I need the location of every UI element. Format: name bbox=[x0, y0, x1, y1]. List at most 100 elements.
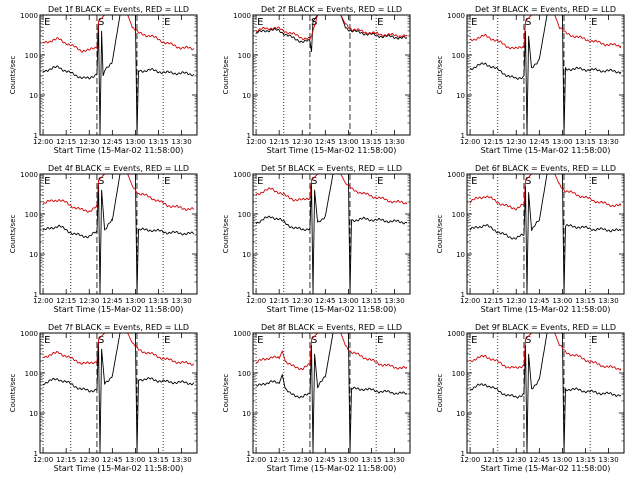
x-axis-label: Start Time (15-Mar-02 11:58:00) bbox=[267, 464, 397, 473]
y-tick-label: 1000 bbox=[447, 330, 465, 338]
x-tick-label: 12:15 bbox=[56, 138, 76, 146]
x-tick-label: 12:45 bbox=[529, 456, 549, 464]
chart-title: Det 5f BLACK = Events, RED = LLD bbox=[261, 164, 402, 173]
x-axis-label: Start Time (15-Mar-02 11:58:00) bbox=[267, 146, 397, 155]
chart-panel-5: Det 5f BLACK = Events, RED = LLD 1 10 100 10… bbox=[222, 164, 411, 314]
y-tick-label: 100 bbox=[25, 52, 38, 60]
y-tick-label: 1000 bbox=[20, 171, 38, 179]
event-marker-label: E bbox=[377, 176, 383, 187]
series-line-events bbox=[255, 15, 408, 52]
y-tick-label: 100 bbox=[238, 52, 251, 60]
x-tick-label: 12:30 bbox=[292, 297, 312, 305]
x-tick-label: 12:45 bbox=[315, 456, 335, 464]
y-axis-label: Counts/sec bbox=[9, 374, 17, 413]
x-axis-label: Start Time (15-Mar-02 11:58:00) bbox=[267, 305, 397, 314]
x-tick-label: 12:30 bbox=[79, 138, 99, 146]
event-marker-label: S bbox=[525, 176, 531, 187]
x-tick-label: 13:15 bbox=[148, 138, 168, 146]
y-tick-label: 1 bbox=[461, 132, 465, 140]
chart-title: Det 1f BLACK = Events, RED = LLD bbox=[48, 5, 189, 14]
y-axis-label: Counts/sec bbox=[222, 374, 230, 413]
series-line-events bbox=[42, 15, 195, 135]
y-tick-label: 1 bbox=[247, 450, 251, 458]
x-tick-label: 12:45 bbox=[529, 138, 549, 146]
x-tick-label: 13:00 bbox=[338, 138, 358, 146]
x-tick-label: 12:15 bbox=[56, 297, 76, 305]
event-marker-label: E bbox=[164, 17, 170, 28]
x-tick-label: 13:15 bbox=[575, 456, 595, 464]
event-marker-label: S bbox=[525, 17, 531, 28]
event-marker-label: E bbox=[377, 335, 383, 346]
x-tick-label: 13:15 bbox=[148, 297, 168, 305]
series-line-events bbox=[255, 333, 408, 453]
x-tick-label: 12:45 bbox=[315, 297, 335, 305]
series-line-lld bbox=[42, 333, 195, 366]
chart-panel-7: Det 7f BLACK = Events, RED = LLD 1 10 100 10… bbox=[9, 323, 198, 473]
y-axis-label: Counts/sec bbox=[222, 56, 230, 95]
y-tick-label: 1000 bbox=[20, 330, 38, 338]
x-tick-label: 13:15 bbox=[148, 456, 168, 464]
series-line-lld bbox=[255, 333, 408, 371]
x-tick-label: 12:45 bbox=[102, 456, 122, 464]
event-marker-label: E bbox=[591, 17, 597, 28]
y-axis-label: Counts/sec bbox=[436, 374, 444, 413]
chart-title: Det 7f BLACK = Events, RED = LLD bbox=[48, 323, 189, 332]
y-tick-label: 1000 bbox=[233, 330, 251, 338]
chart-panel-9: Det 9f BLACK = Events, RED = LLD 1 10 100 10… bbox=[436, 323, 625, 473]
y-tick-label: 100 bbox=[452, 52, 465, 60]
x-tick-label: 12:00 bbox=[33, 297, 53, 305]
y-tick-label: 1 bbox=[461, 450, 465, 458]
event-marker-label: E bbox=[591, 335, 597, 346]
y-tick-label: 10 bbox=[456, 92, 465, 100]
plot-frame bbox=[252, 14, 411, 136]
x-tick-label: 12:45 bbox=[102, 138, 122, 146]
y-tick-label: 10 bbox=[29, 251, 38, 259]
series-line-events bbox=[42, 174, 194, 294]
x-tick-label: 12:00 bbox=[33, 138, 53, 146]
y-tick-label: 100 bbox=[238, 370, 251, 378]
series-line-lld bbox=[470, 15, 622, 50]
y-tick-label: 100 bbox=[238, 211, 251, 219]
x-tick-label: 13:00 bbox=[338, 297, 358, 305]
y-axis-label: Counts/sec bbox=[436, 56, 444, 95]
x-tick-label: 12:30 bbox=[79, 456, 99, 464]
y-tick-label: 1000 bbox=[447, 12, 465, 20]
y-tick-label: 100 bbox=[25, 370, 38, 378]
plot-frame bbox=[39, 332, 198, 454]
event-marker-label: E bbox=[44, 335, 50, 346]
y-tick-label: 100 bbox=[452, 370, 465, 378]
y-tick-label: 1 bbox=[34, 450, 38, 458]
event-marker-label: S bbox=[98, 176, 104, 187]
y-tick-label: 1 bbox=[34, 132, 38, 140]
y-axis-label: Counts/sec bbox=[436, 215, 444, 254]
event-marker-label: E bbox=[591, 176, 597, 187]
x-axis-label: Start Time (15-Mar-02 11:58:00) bbox=[481, 305, 611, 314]
y-tick-label: 100 bbox=[452, 211, 465, 219]
x-tick-label: 12:15 bbox=[269, 297, 289, 305]
x-tick-label: 12:45 bbox=[315, 138, 335, 146]
x-tick-label: 13:30 bbox=[172, 297, 192, 305]
event-marker-label: E bbox=[471, 335, 477, 346]
chart-panel-4: Det 4f BLACK = Events, RED = LLD 1 10 100 10… bbox=[9, 164, 198, 314]
plot-frame bbox=[252, 332, 411, 454]
series-line-events bbox=[469, 174, 622, 294]
plot-frame bbox=[39, 14, 198, 136]
event-marker-label: S bbox=[525, 335, 531, 346]
x-tick-label: 12:45 bbox=[529, 297, 549, 305]
x-tick-label: 12:30 bbox=[292, 456, 312, 464]
y-axis-label: Counts/sec bbox=[9, 215, 17, 254]
chart-panel-6: Det 6f BLACK = Events, RED = LLD 1 10 100 10… bbox=[436, 164, 625, 314]
x-tick-label: 12:00 bbox=[460, 138, 480, 146]
event-marker-label: E bbox=[164, 335, 170, 346]
y-tick-label: 1 bbox=[247, 291, 251, 299]
y-tick-label: 10 bbox=[456, 251, 465, 259]
series-line-lld bbox=[255, 174, 408, 205]
x-tick-label: 13:00 bbox=[552, 138, 572, 146]
plot-frame bbox=[466, 332, 625, 454]
x-tick-label: 12:15 bbox=[483, 138, 503, 146]
series-line-lld bbox=[469, 333, 622, 371]
plot-frame bbox=[466, 14, 625, 136]
x-axis-label: Start Time (15-Mar-02 11:58:00) bbox=[54, 464, 184, 473]
x-tick-label: 12:15 bbox=[483, 297, 503, 305]
